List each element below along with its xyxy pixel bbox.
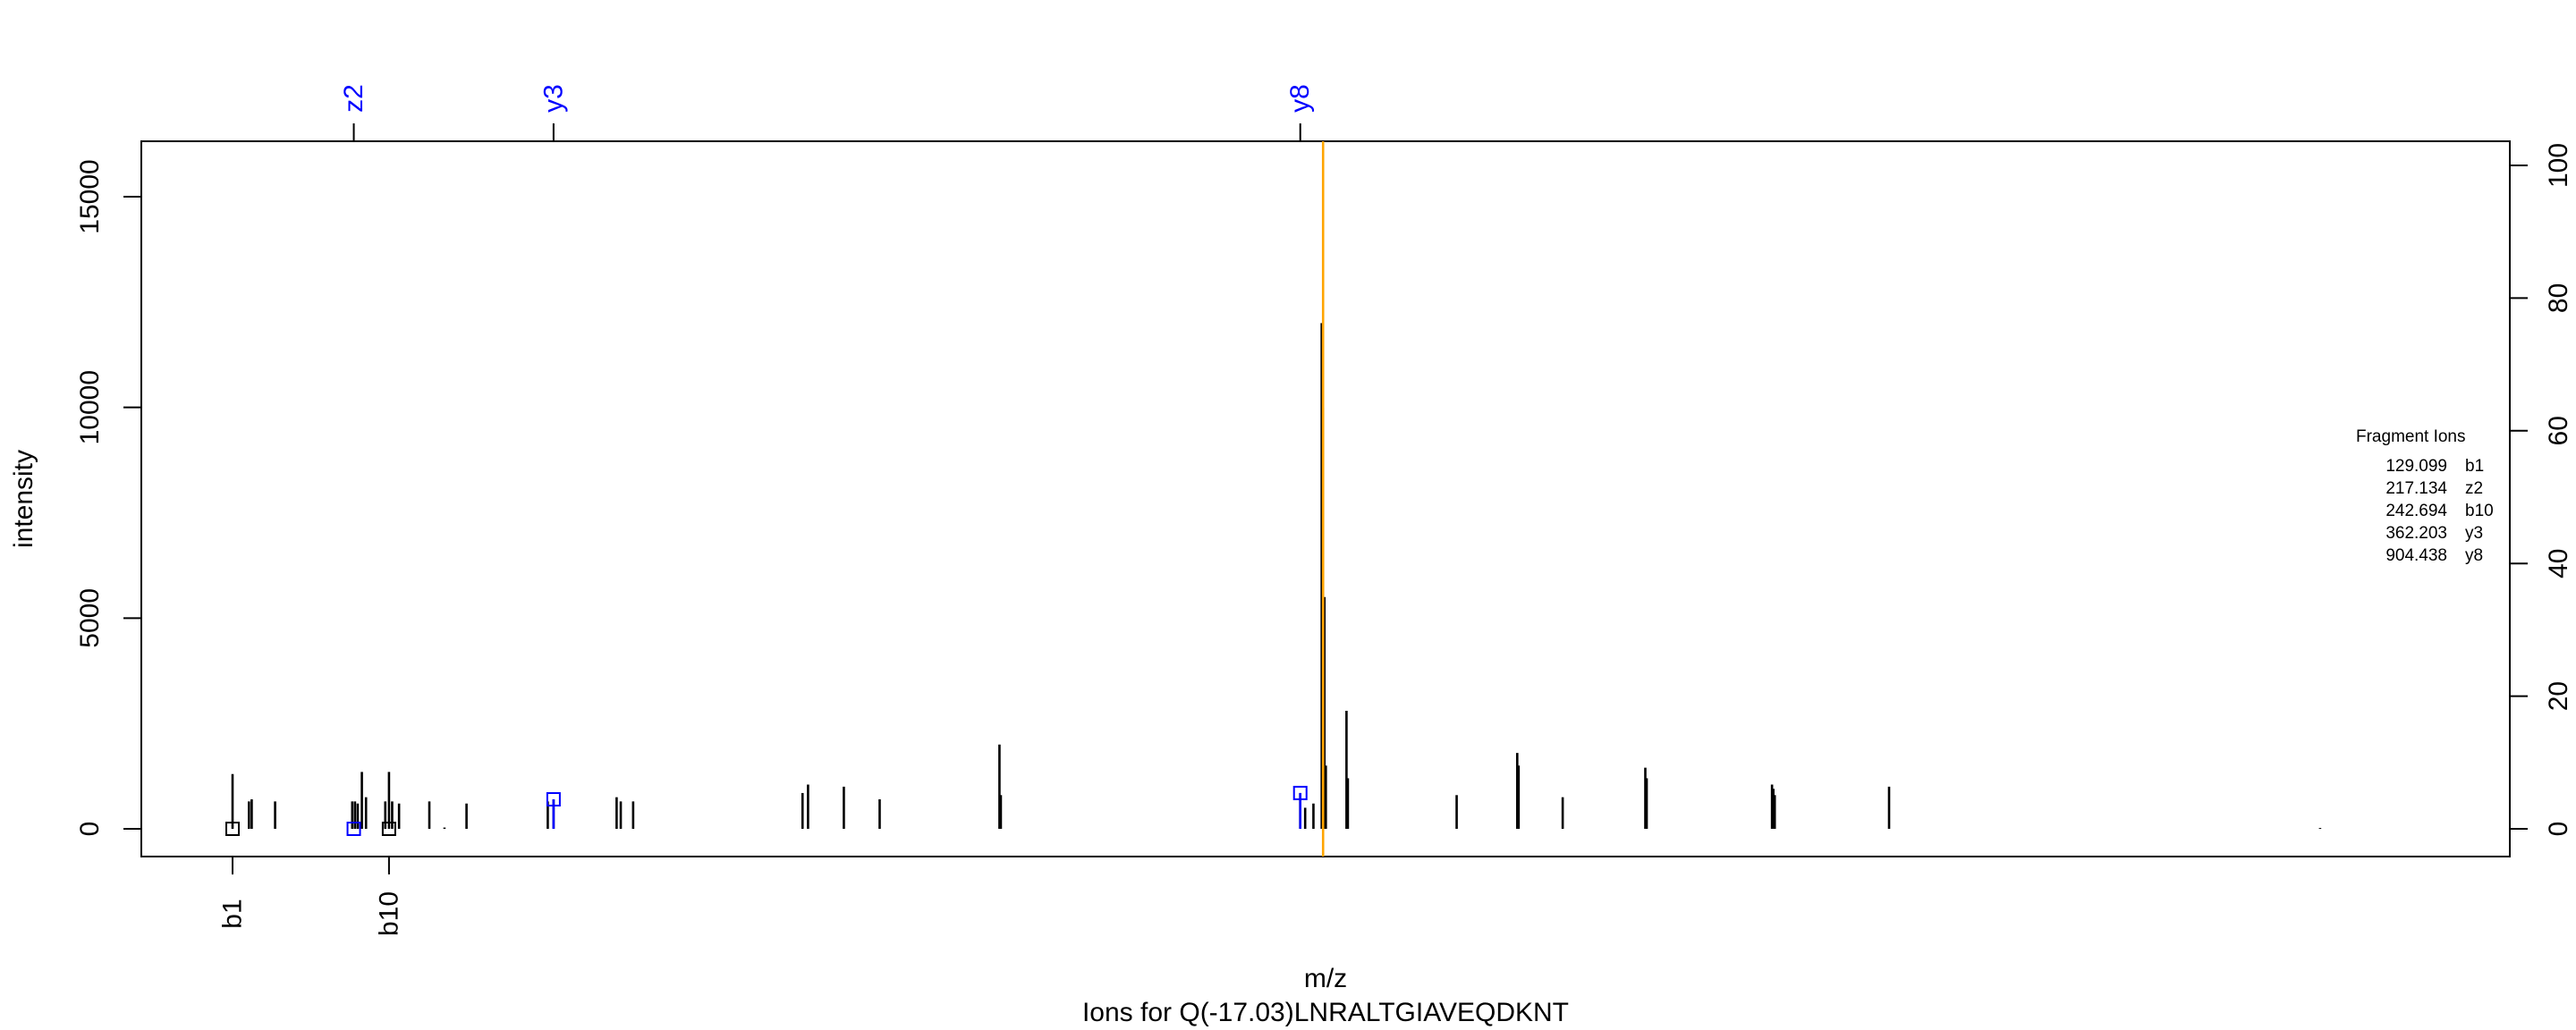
legend-mz: 362.203 [2385, 524, 2447, 543]
left-tick-label: 0 [75, 822, 105, 837]
right-tick-label: 100 [2544, 143, 2573, 188]
ion-marker [1292, 785, 1308, 800]
peaks-group [231, 323, 2322, 829]
left-tick-label: 10000 [75, 370, 105, 444]
right-tick-label: 80 [2544, 283, 2573, 313]
ion-marker [225, 822, 240, 836]
legend-mz: 904.438 [2385, 546, 2447, 565]
bottom-tick-label: b1 [217, 899, 247, 928]
y-axis-title: intensity [9, 450, 38, 548]
legend-label: z2 [2465, 479, 2483, 498]
legend-mz: 217.134 [2385, 479, 2447, 498]
x-axis-title: m/z [1304, 964, 1347, 993]
right-tick-label: 0 [2544, 822, 2573, 837]
top-tick-label: y3 [538, 84, 568, 113]
left-tick-label: 15000 [75, 159, 105, 233]
legend-label: b10 [2465, 502, 2494, 520]
ion-marker [381, 822, 396, 836]
ion-markers-group [225, 785, 1308, 836]
bottom-axis: b1 b10 [217, 856, 403, 936]
top-axis: z2 y3 y8 [339, 84, 1315, 142]
right-tick-label: 60 [2544, 416, 2573, 445]
legend-title: Fragment Ions [2356, 427, 2466, 446]
ion-marker [346, 822, 361, 836]
right-tick-label: 20 [2544, 681, 2573, 711]
chart-title: Ions for Q(-17.03)LNRALTGIAVEQDKNT [1082, 998, 1569, 1027]
right-axis: 0 20 40 60 80 100 [2509, 143, 2573, 837]
top-tick-label: y8 [1285, 84, 1315, 113]
bottom-tick-label: b10 [374, 891, 403, 936]
legend-label: y3 [2465, 524, 2483, 543]
legend-mz: 242.694 [2385, 502, 2447, 520]
fragment-ions-legend: Fragment Ions 129.099 b1 217.134 z2 242.694 b… [2356, 427, 2494, 565]
legend-label: b1 [2465, 457, 2484, 476]
legend-mz: 129.099 [2385, 457, 2447, 476]
left-tick-label: 5000 [75, 588, 105, 648]
legend-label: y8 [2465, 546, 2483, 565]
top-tick-label: z2 [339, 84, 369, 113]
ion-marker [546, 792, 561, 807]
right-tick-label: 40 [2544, 549, 2573, 578]
left-axis: 0 5000 10000 15000 [75, 159, 142, 837]
